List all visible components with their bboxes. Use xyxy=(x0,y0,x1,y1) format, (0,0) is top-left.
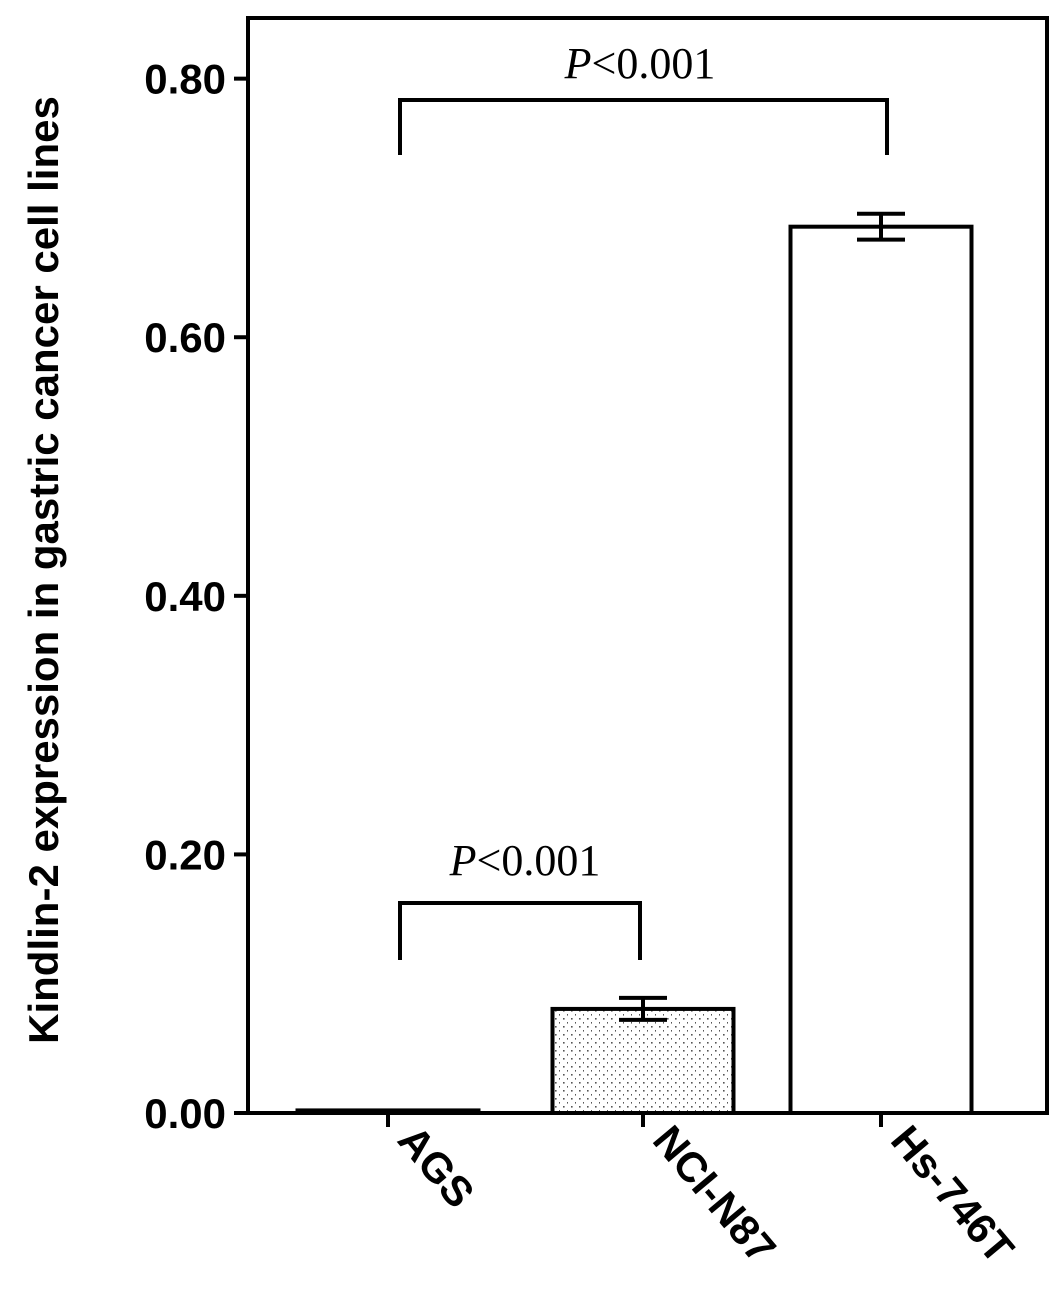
y-tick-label: 0.60 xyxy=(144,314,226,361)
y-tick-label: 0.80 xyxy=(144,56,226,103)
y-tick-label: 0.00 xyxy=(144,1090,226,1137)
bar xyxy=(788,224,974,1115)
significance-label: P<0.001 xyxy=(564,39,716,88)
significance-bracket xyxy=(398,901,642,960)
x-tick-label: Hs-746T xyxy=(882,1117,1023,1273)
bar xyxy=(550,1006,736,1115)
x-tick-label: AGS xyxy=(389,1117,484,1217)
x-tick-label: NCI-N87 xyxy=(644,1117,785,1272)
y-axis-label: Kindlin-2 expression in gastric cancer c… xyxy=(20,96,67,1044)
significance-bracket xyxy=(398,98,889,155)
y-tick-label: 0.20 xyxy=(144,831,226,878)
bar xyxy=(295,1108,481,1115)
significance-label: P<0.001 xyxy=(449,836,601,885)
y-tick-label: 0.40 xyxy=(144,573,226,620)
